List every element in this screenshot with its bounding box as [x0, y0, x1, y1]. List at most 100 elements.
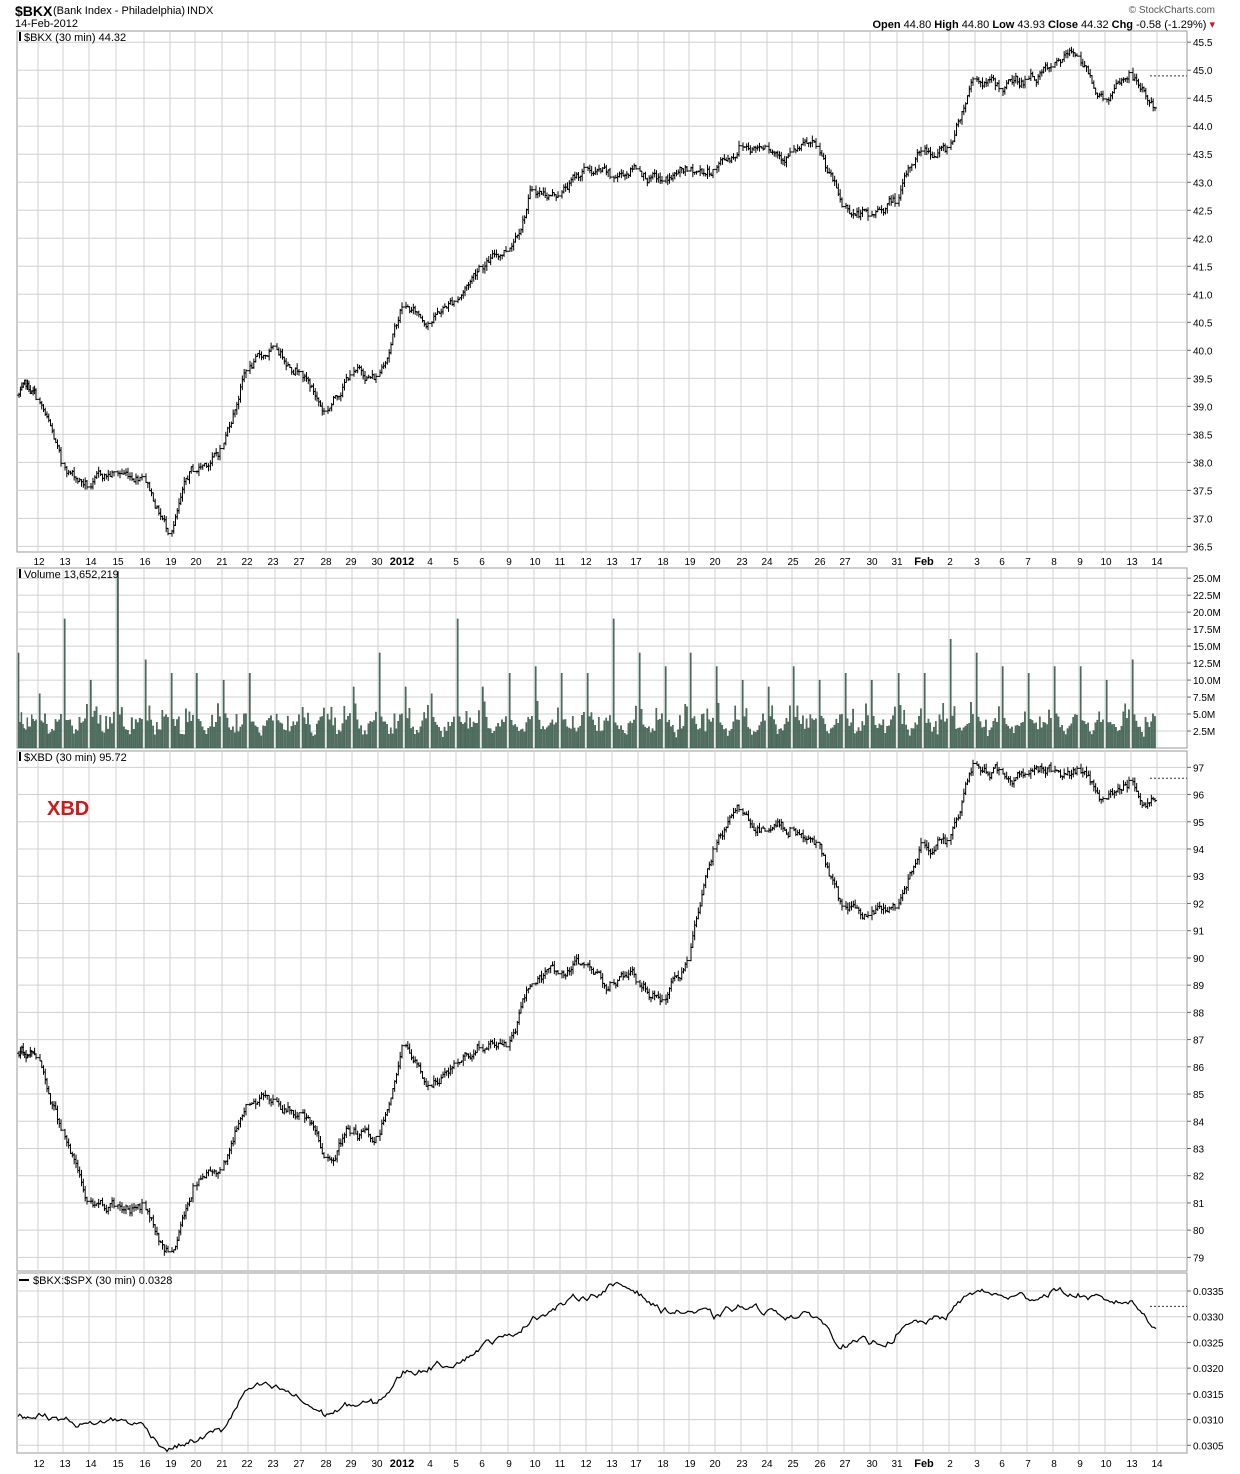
volume-bar [767, 686, 770, 749]
down-arrow-icon: ▾ [1209, 19, 1215, 31]
volume-bar [195, 673, 198, 749]
volume-bar [336, 734, 338, 749]
volume-bar [1038, 716, 1041, 749]
volume-bar [203, 730, 206, 749]
volume-bar [852, 708, 854, 749]
volume-bar [920, 708, 922, 749]
volume-bar [97, 723, 100, 749]
volume-bar [544, 729, 546, 749]
volume-bar [146, 720, 149, 749]
high-value: 44.80 [961, 19, 990, 31]
volume-bar [629, 721, 632, 749]
volume-bar [432, 717, 435, 749]
volume-bar [758, 725, 761, 749]
volume-bar [981, 727, 984, 749]
volume-bar [1133, 714, 1136, 749]
volume-bar [65, 720, 68, 749]
volume-bar [310, 732, 313, 749]
y-tick-label: 82 [1193, 1172, 1205, 1183]
volume-bar [1096, 719, 1099, 749]
volume-bar [489, 728, 492, 749]
volume-bar [382, 721, 385, 749]
volume-bar [474, 723, 477, 749]
volume-bar [371, 721, 374, 749]
volume-bar [1083, 721, 1086, 749]
volume-bar [596, 731, 598, 749]
volume-bar [512, 725, 515, 749]
volume-bar [1024, 711, 1026, 749]
volume-bar [581, 715, 583, 749]
volume-bar [972, 714, 974, 749]
x-tick-label: 27 [293, 557, 305, 568]
volume-bar [743, 716, 746, 749]
volume-bar [514, 724, 517, 749]
volume-bar [44, 713, 46, 749]
y-tick-label: 2.5M [1193, 727, 1215, 738]
volume-bar [86, 704, 88, 749]
volume-bar [745, 708, 748, 749]
volume-bar [19, 721, 21, 749]
volume-bar [655, 708, 658, 749]
volume-bar [209, 726, 212, 749]
volume-bar [408, 708, 411, 749]
volume-bar [905, 724, 907, 749]
volume-bar [120, 707, 123, 749]
volume-bar [112, 711, 115, 749]
volume-bar [525, 722, 528, 749]
volume-bar [721, 725, 724, 749]
volume-bar [867, 715, 869, 749]
volume-bar [73, 733, 75, 749]
volume-bar [508, 673, 511, 749]
volume-bar [165, 714, 167, 749]
volume-bar [373, 720, 375, 749]
volume-bar [527, 717, 530, 749]
volume-bar [1090, 734, 1093, 749]
x-tick-label: 19 [684, 557, 696, 568]
volume-bar [241, 724, 244, 749]
volume-bar [837, 723, 840, 749]
volume-bar [95, 706, 98, 749]
volume-bar [192, 714, 194, 749]
volume-bar [56, 721, 59, 749]
volume-bar [412, 726, 414, 749]
volume-bar [562, 719, 565, 749]
x-tick-label: 23 [267, 557, 279, 568]
volume-bar [358, 728, 361, 749]
volume-bar [421, 720, 424, 749]
volume-bar [45, 723, 48, 749]
volume-bar [328, 719, 331, 749]
x-tick-label: 27 [839, 1459, 851, 1470]
volume-bar [290, 726, 293, 749]
volume-bar [326, 713, 329, 749]
volume-bar [126, 730, 129, 749]
volume-bar [1116, 731, 1119, 749]
x-tick-label: 25 [787, 1459, 799, 1470]
volume-bar [285, 730, 287, 749]
volume-bar [627, 723, 630, 749]
volume-bar [230, 729, 232, 749]
volume-bar [1109, 722, 1112, 749]
volume-bar [933, 726, 935, 749]
volume-bar [462, 723, 464, 749]
volume-bar [1089, 731, 1091, 749]
volume-bar [774, 724, 777, 749]
volume-bar [1072, 717, 1075, 749]
volume-bar [363, 730, 366, 749]
y-tick-label: 79 [1193, 1253, 1205, 1264]
volume-bar [957, 727, 959, 749]
volume-bar [305, 724, 308, 749]
volume-bar [393, 713, 396, 749]
volume-bar [497, 723, 500, 749]
close-label: Close [1048, 19, 1078, 31]
volume-bar [829, 728, 832, 749]
volume-bar [152, 725, 154, 749]
volume-bar [69, 719, 72, 749]
volume-bar [1113, 724, 1115, 749]
volume-bar [243, 713, 245, 749]
volume-bar [551, 719, 554, 749]
volume-bar [679, 715, 681, 749]
volume-bar [594, 725, 596, 749]
volume-bar [599, 731, 602, 749]
volume-bar [369, 721, 372, 749]
volume-bar [352, 686, 355, 749]
